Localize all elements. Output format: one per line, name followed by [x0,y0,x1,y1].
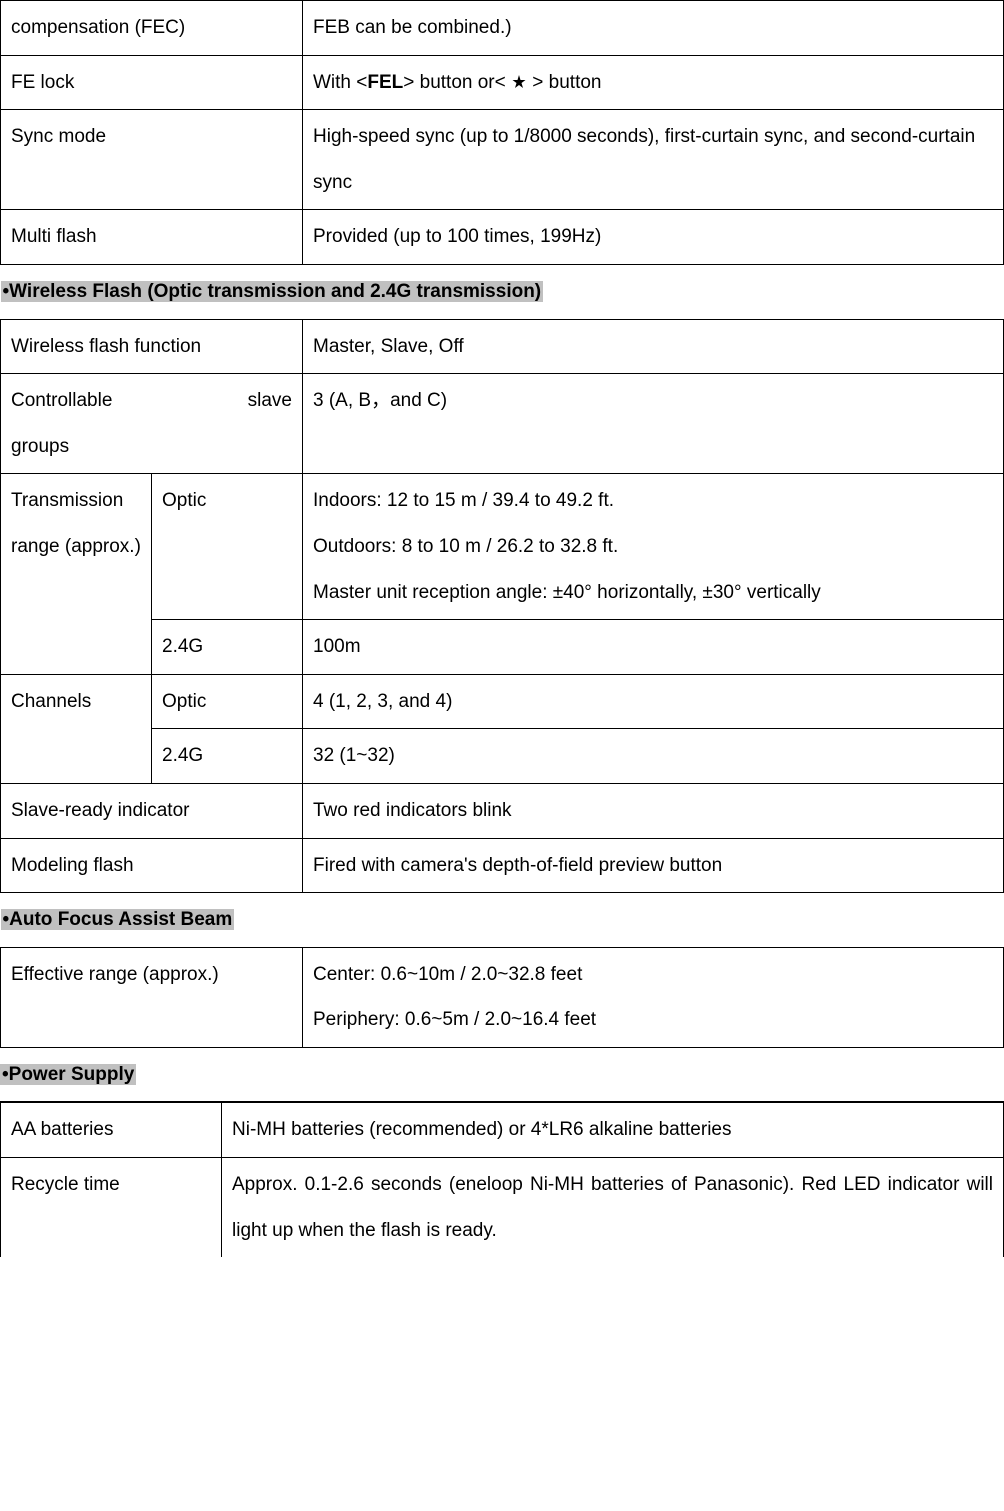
section-header-text: •Wireless Flash (Optic transmission and … [1,281,544,302]
text: With < [313,72,367,93]
section-header-text: •Auto Focus Assist Beam [1,909,235,930]
text: Center: 0.6~10m / 2.0~32.8 feet [313,952,993,998]
text: groups [11,424,292,470]
text: Indoors: 12 to 15 m / 39.4 to 49.2 ft. [313,478,993,524]
cell-label: compensation (FEC) [1,1,303,56]
cell-value: Provided (up to 100 times, 199Hz) [303,210,1004,265]
cell-value: FEB can be combined.) [303,1,1004,56]
cell-value: 100m [303,620,1004,675]
cell-value: With <FEL> button or< > button [303,55,1004,110]
row-aa-batteries: AA batteries Ni-MH batteries (recommende… [1,1103,1004,1158]
spec-table: compensation (FEC) FEB can be combined.)… [0,0,1004,1048]
cell-sublabel: Optic [152,474,303,620]
row-section-wireless: •Wireless Flash (Optic transmission and … [1,264,1004,319]
text: > button [532,72,601,93]
row-wireless-flash-function: Wireless flash function Master, Slave, O… [1,319,1004,374]
text: > button or< [403,72,505,93]
section-header: •Power Supply [0,1048,1004,1103]
text: Master unit reception angle: ±40° horizo… [313,570,993,616]
cell-label: Wireless flash function [1,319,303,374]
row-effective-range: Effective range (approx.) Center: 0.6~10… [1,947,1004,1047]
cell-label: Channels [1,674,152,783]
cell-label: Modeling flash [1,838,303,893]
bold-fel: FEL [367,72,403,93]
cell-label: Controllable slave groups [1,374,303,474]
cell-label: Sync mode [1,110,303,210]
text: Outdoors: 8 to 10 m / 26.2 to 32.8 ft. [313,524,993,570]
text: Periphery: 0.6~5m / 2.0~16.4 feet [313,997,993,1043]
cell-value: 32 (1~32) [303,729,1004,784]
cell-label: Recycle time [1,1158,222,1258]
row-fe-lock: FE lock With <FEL> button or< > button [1,55,1004,110]
cell-sublabel: 2.4G [152,729,303,784]
row-transmission-range-24g: 2.4G 100m [1,620,1004,675]
row-transmission-range-optic: Transmission range (approx.) Optic Indoo… [1,474,1004,620]
row-section-af: •Auto Focus Assist Beam [1,893,1004,948]
row-fec: compensation (FEC) FEB can be combined.) [1,1,1004,56]
cell-label: Slave-ready indicator [1,783,303,838]
cell-value: Ni-MH batteries (recommended) or 4*LR6 a… [222,1103,1004,1158]
cell-value: Center: 0.6~10m / 2.0~32.8 feet Peripher… [303,947,1004,1047]
section-header: •Wireless Flash (Optic transmission and … [1,264,1004,319]
row-channels-24g: 2.4G 32 (1~32) [1,729,1004,784]
cell-value: Two red indicators blink [303,783,1004,838]
cell-value: 4 (1, 2, 3, and 4) [303,674,1004,729]
cell-value: High-speed sync (up to 1/8000 seconds), … [303,110,1004,210]
cell-value: Indoors: 12 to 15 m / 39.4 to 49.2 ft. O… [303,474,1004,620]
row-controllable-slave-groups: Controllable slave groups 3 (A, B，and C) [1,374,1004,474]
cell-value: Fired with camera's depth-of-field previ… [303,838,1004,893]
cell-label: Effective range (approx.) [1,947,303,1047]
row-slave-ready: Slave-ready indicator Two red indicators… [1,783,1004,838]
cell-value: 3 (A, B，and C) [303,374,1004,474]
row-recycle-time: Recycle time Approx. 0.1-2.6 seconds (en… [1,1158,1004,1258]
section-header: •Auto Focus Assist Beam [1,893,1004,948]
cell-value: Approx. 0.1-2.6 seconds (eneloop Ni-MH b… [222,1158,1004,1258]
cell-label: AA batteries [1,1103,222,1158]
section-header-text: •Power Supply [0,1064,136,1085]
row-sync-mode: Sync mode High-speed sync (up to 1/8000 … [1,110,1004,210]
row-multi-flash: Multi flash Provided (up to 100 times, 1… [1,210,1004,265]
cell-sublabel: Optic [152,674,303,729]
text: slave [248,378,292,424]
row-channels-optic: Channels Optic 4 (1, 2, 3, and 4) [1,674,1004,729]
row-modeling-flash: Modeling flash Fired with camera's depth… [1,838,1004,893]
cell-label: Multi flash [1,210,303,265]
cell-label: Transmission range (approx.) [1,474,152,674]
cell-value: Master, Slave, Off [303,319,1004,374]
cell-label: FE lock [1,55,303,110]
star-icon [511,74,527,90]
text: Controllable [11,378,112,424]
power-supply-table: AA batteries Ni-MH batteries (recommende… [0,1102,1004,1257]
cell-sublabel: 2.4G [152,620,303,675]
